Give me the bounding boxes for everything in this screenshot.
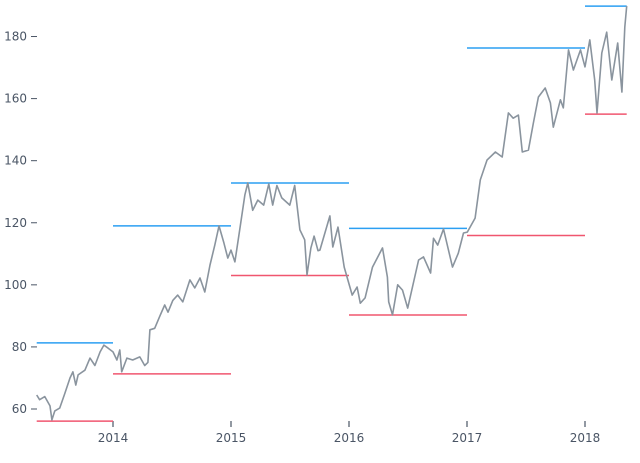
y-tick-label: 120 <box>4 216 27 230</box>
x-tick-label: 2014 <box>98 431 129 445</box>
yearly-ranges <box>36 5 627 422</box>
x-tick-label: 2018 <box>570 431 601 445</box>
price-line <box>36 6 628 421</box>
x-tick-label: 2016 <box>334 431 365 445</box>
y-tick-label: 80 <box>12 340 27 354</box>
x-tick-label: 2015 <box>216 431 247 445</box>
x-axis: 2014 2015 2016 2017 2018 <box>98 421 601 445</box>
y-axis: 60 80 100 120 140 160 180 <box>4 30 37 416</box>
y-tick-label: 100 <box>4 278 27 292</box>
y-tick-label: 60 <box>12 402 27 416</box>
y-tick-label: 180 <box>4 30 27 44</box>
x-tick-label: 2017 <box>452 431 483 445</box>
y-tick-label: 160 <box>4 92 27 106</box>
y-tick-label: 140 <box>4 154 27 168</box>
